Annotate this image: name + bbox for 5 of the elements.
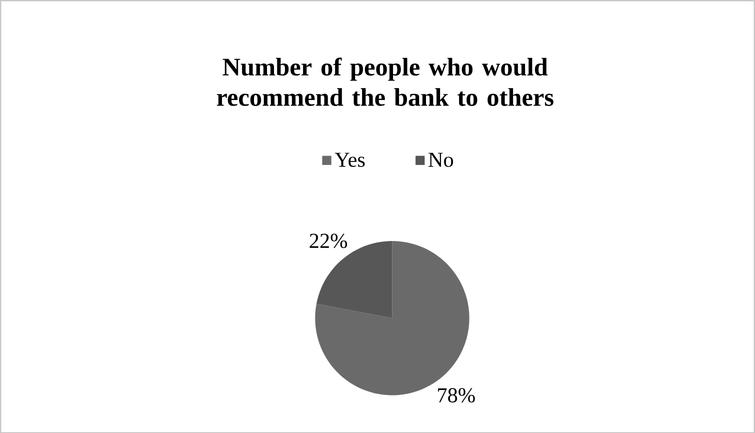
data-label: 22% <box>310 234 348 248</box>
chart-title: Number of people who would recommend the bank to others <box>216 57 554 106</box>
legend-label: Yes <box>334 152 365 167</box>
legend-label: No <box>428 152 454 167</box>
data-label: 78% <box>438 388 475 402</box>
